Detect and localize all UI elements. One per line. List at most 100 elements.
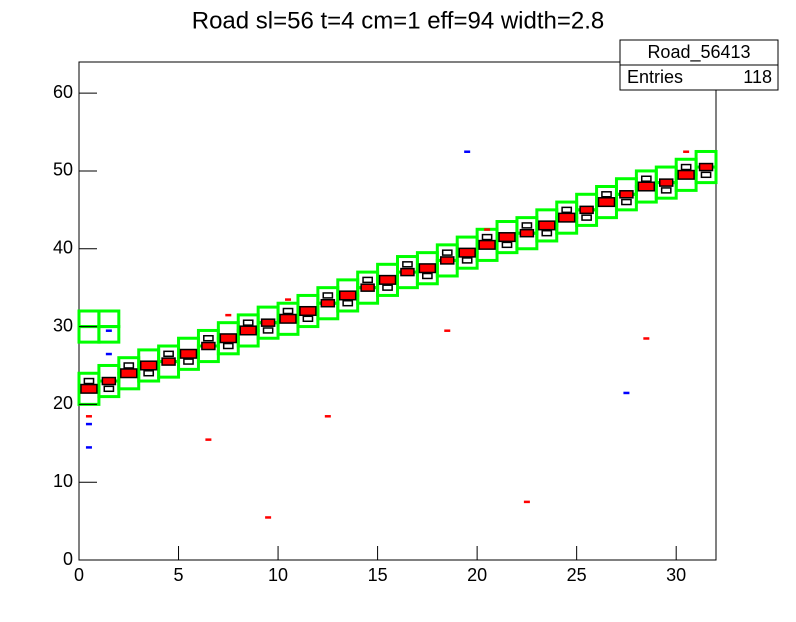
hit-box	[461, 257, 473, 264]
hit-box	[538, 220, 556, 231]
hit-box	[501, 241, 513, 249]
stats-label: Entries	[627, 67, 683, 87]
hit-box	[458, 247, 476, 258]
hit-box	[339, 290, 357, 301]
outlier-mark	[484, 228, 491, 231]
outlier-mark	[643, 337, 650, 340]
hit-box	[597, 197, 616, 208]
marks	[77, 149, 718, 519]
y-tick-label: 50	[53, 160, 73, 180]
outlier-mark	[324, 415, 331, 418]
hit-box	[440, 256, 455, 265]
hit-box	[640, 175, 652, 182]
stats-name: Road_56413	[647, 42, 750, 63]
hit-box	[382, 284, 393, 291]
outlier-mark	[683, 150, 690, 153]
hit-box	[183, 358, 194, 365]
outlier-mark	[205, 438, 212, 441]
hit-box	[541, 229, 553, 237]
hit-box	[519, 228, 535, 238]
outlier-mark	[105, 329, 112, 332]
outlier-mark	[105, 352, 112, 356]
y-tick-label: 0	[63, 549, 73, 569]
outlier-mark	[85, 446, 92, 449]
hit-box	[83, 377, 95, 385]
hit-box	[143, 370, 155, 377]
hit-box	[521, 222, 533, 229]
hit-box	[478, 239, 496, 250]
outlier-mark	[265, 516, 272, 519]
hit-box	[557, 212, 576, 223]
hit-box	[698, 162, 714, 172]
x-tick-label: 20	[467, 565, 487, 585]
outlier-mark	[623, 391, 630, 395]
x-tick-label: 30	[666, 565, 686, 585]
hit-box	[498, 232, 516, 243]
hit-box	[201, 341, 216, 351]
hit-box	[302, 315, 314, 323]
hit-box	[123, 362, 135, 369]
x-tick-label: 15	[368, 565, 388, 585]
hit-box	[378, 274, 397, 285]
hit-box	[242, 319, 254, 326]
hit-box	[279, 313, 297, 324]
hit-box	[262, 327, 274, 334]
hit-box	[120, 368, 138, 379]
y-tick-label: 20	[53, 393, 73, 413]
x-tick-label: 10	[268, 565, 288, 585]
hit-box	[139, 360, 158, 371]
hit-box	[103, 385, 115, 393]
hit-box	[579, 205, 594, 215]
road-cell	[97, 309, 121, 329]
x-tick-label: 5	[174, 565, 184, 585]
hit-box	[260, 318, 276, 327]
hit-box	[658, 178, 674, 187]
hit-box	[101, 376, 117, 386]
outlier-mark	[225, 313, 232, 317]
hit-box	[80, 383, 98, 394]
hit-box	[203, 335, 214, 342]
hit-box	[601, 191, 612, 198]
outlier-mark	[444, 329, 451, 332]
hit-box	[342, 299, 354, 307]
hit-box	[402, 261, 413, 268]
hit-box	[700, 171, 712, 179]
hit-box	[637, 181, 656, 192]
hit-box	[222, 342, 234, 350]
hit-box	[163, 350, 174, 358]
hit-box	[561, 206, 573, 214]
hit-box	[481, 233, 493, 241]
outlier-mark	[464, 150, 471, 153]
chart-title: Road sl=56 t=4 cm=1 eff=94 width=2.8	[192, 7, 605, 34]
outlier-mark	[85, 422, 92, 426]
y-tick-label: 30	[53, 315, 73, 335]
hit-box	[362, 276, 373, 284]
x-tick-label: 0	[74, 565, 84, 585]
hit-box	[239, 325, 257, 336]
hit-box	[621, 198, 632, 206]
hit-box	[418, 263, 437, 274]
x-tick-label: 25	[567, 565, 587, 585]
hit-box	[660, 187, 672, 194]
hit-box	[441, 249, 453, 256]
hit-box	[219, 333, 238, 344]
hit-box	[581, 214, 592, 221]
stats-entries: 118	[743, 67, 772, 87]
hit-box	[179, 348, 198, 359]
hit-box	[400, 267, 415, 277]
outlier-mark	[285, 298, 292, 301]
y-tick-label: 40	[53, 238, 73, 258]
hit-box	[161, 357, 176, 366]
hit-box	[299, 305, 317, 317]
outlier-mark	[523, 500, 530, 504]
hit-box	[282, 307, 294, 315]
hit-box	[322, 292, 334, 299]
y-tick-label: 60	[53, 82, 73, 102]
y-tick-label: 10	[53, 471, 73, 491]
hit-box	[677, 169, 695, 180]
hit-box	[422, 272, 433, 280]
hit-box	[360, 283, 375, 292]
hit-box	[320, 298, 336, 308]
